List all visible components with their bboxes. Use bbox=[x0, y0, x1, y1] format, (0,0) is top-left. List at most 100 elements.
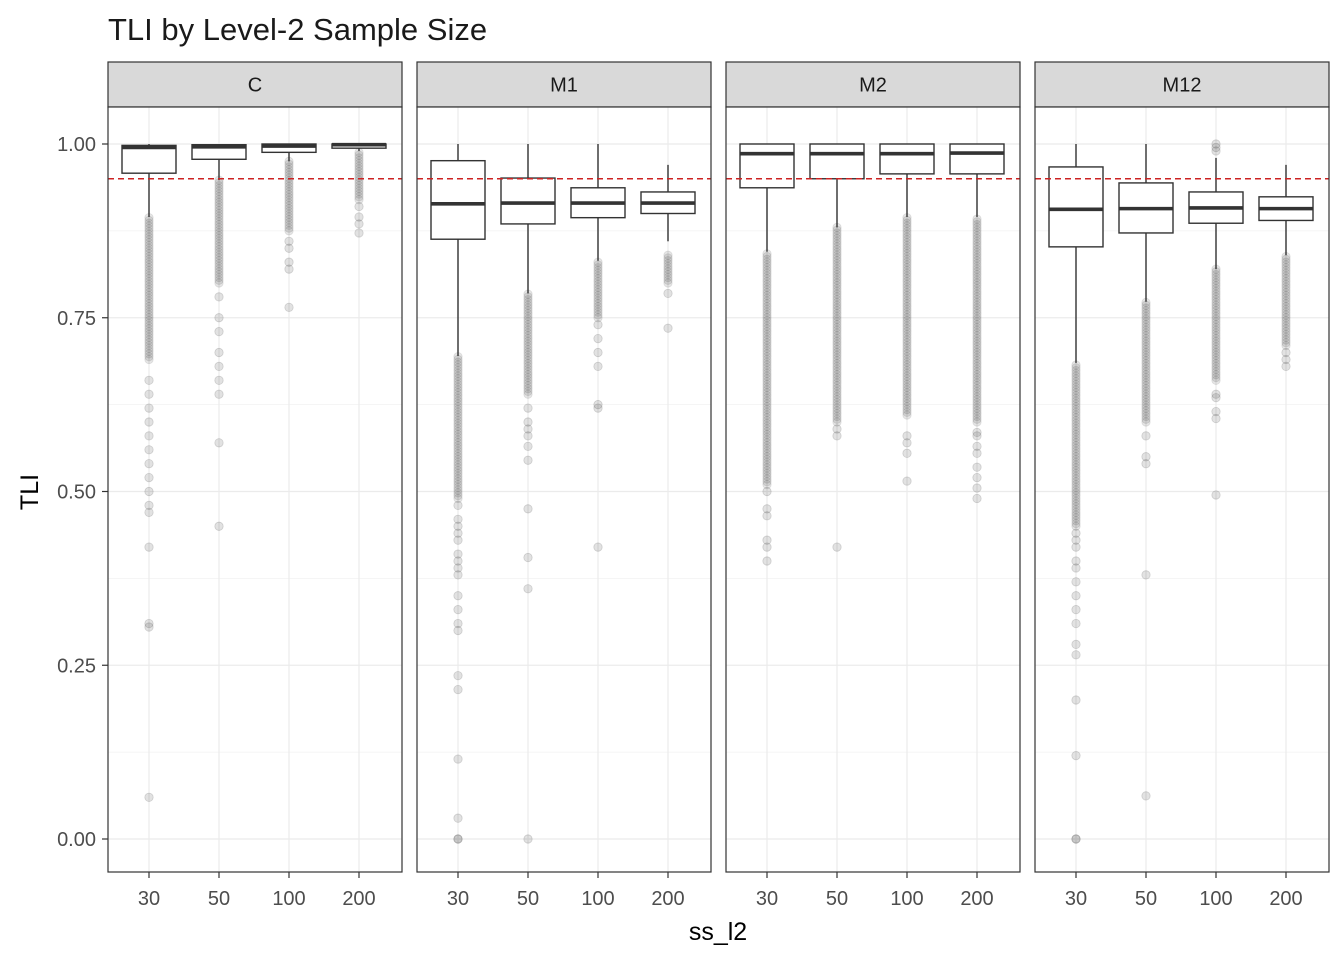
outlier-point bbox=[832, 424, 842, 434]
outlier-point bbox=[453, 407, 463, 417]
outlier-point bbox=[144, 268, 154, 278]
outlier-point bbox=[453, 813, 463, 823]
outlier-point bbox=[972, 228, 982, 238]
outlier-point bbox=[902, 371, 912, 381]
outlier-point bbox=[832, 286, 842, 296]
outlier-point bbox=[593, 260, 603, 270]
outlier-point bbox=[832, 400, 842, 410]
outlier-point bbox=[214, 267, 224, 277]
x-tick-label: 30 bbox=[447, 888, 469, 910]
x-tick-label: 30 bbox=[756, 888, 778, 910]
outlier-point bbox=[972, 359, 982, 369]
box-50 bbox=[809, 143, 865, 552]
outlier-point bbox=[144, 221, 154, 231]
outlier-point bbox=[284, 243, 294, 253]
outlier-point bbox=[144, 500, 154, 510]
outlier-point bbox=[593, 542, 603, 552]
outlier-point bbox=[354, 167, 364, 177]
outlier-point bbox=[902, 313, 912, 323]
outlier-point bbox=[663, 250, 673, 260]
outlier-point bbox=[453, 514, 463, 524]
outlier-point bbox=[1141, 345, 1151, 355]
outlier-point bbox=[1281, 285, 1291, 295]
outlier-point bbox=[762, 449, 772, 459]
outlier-point bbox=[832, 242, 842, 252]
outlier-point bbox=[972, 427, 982, 438]
outlier-point bbox=[523, 584, 533, 594]
outlier-point bbox=[214, 292, 224, 302]
outlier-point bbox=[972, 264, 982, 274]
outlier-point bbox=[144, 431, 154, 441]
outlier-point bbox=[1281, 296, 1291, 306]
outlier-point bbox=[832, 264, 842, 274]
outlier-point bbox=[453, 454, 463, 465]
outlier-point bbox=[144, 445, 154, 455]
outlier-point bbox=[762, 249, 772, 259]
outlier-point bbox=[902, 263, 912, 273]
outlier-point bbox=[453, 618, 463, 629]
outlier-point bbox=[523, 424, 533, 434]
outlier-point bbox=[354, 153, 364, 163]
outlier-point bbox=[453, 363, 463, 373]
outlier-point bbox=[762, 371, 772, 381]
box-30 bbox=[121, 144, 177, 802]
outlier-point bbox=[453, 446, 463, 456]
outlier-point bbox=[972, 325, 982, 335]
outlier-point bbox=[1141, 356, 1151, 366]
outlier-point bbox=[762, 468, 772, 479]
outlier-point bbox=[902, 431, 912, 441]
outlier-point bbox=[144, 507, 154, 517]
outlier-point bbox=[144, 257, 154, 267]
outlier-point bbox=[1211, 320, 1221, 330]
outlier-point bbox=[832, 306, 842, 316]
outlier-point bbox=[902, 346, 912, 356]
outlier-point bbox=[762, 435, 772, 445]
box-100 bbox=[1188, 139, 1244, 500]
outlier-point bbox=[144, 622, 154, 632]
outlier-point bbox=[663, 253, 673, 263]
outlier-point bbox=[144, 293, 154, 303]
outlier-point bbox=[144, 315, 154, 326]
outlier-point bbox=[1211, 490, 1221, 500]
outlier-point bbox=[453, 488, 463, 498]
outlier-point bbox=[523, 336, 533, 346]
outlier-point bbox=[284, 201, 294, 211]
outlier-point bbox=[354, 161, 364, 171]
outlier-point bbox=[972, 272, 982, 283]
outlier-point bbox=[1281, 307, 1291, 317]
outlier-point bbox=[523, 331, 533, 341]
outlier-point bbox=[523, 370, 533, 380]
outlier-point bbox=[832, 375, 842, 385]
facet-strip-label: M2 bbox=[859, 75, 887, 97]
outlier-point bbox=[284, 236, 294, 246]
outlier-point bbox=[144, 277, 154, 287]
outlier-point bbox=[832, 353, 842, 363]
facet-panel-c: C 30 50 100 200 bbox=[107, 61, 403, 910]
outlier-point bbox=[1211, 370, 1221, 380]
x-tick-label: 50 bbox=[208, 888, 230, 910]
outlier-point bbox=[1211, 406, 1221, 417]
outlier-point bbox=[144, 618, 154, 629]
outlier-point bbox=[144, 329, 154, 340]
outlier-point bbox=[663, 275, 673, 285]
outlier-point bbox=[832, 542, 842, 552]
outlier-point bbox=[1071, 577, 1081, 587]
outlier-point bbox=[1071, 502, 1081, 512]
outlier-point bbox=[762, 382, 772, 392]
outlier-point bbox=[144, 343, 154, 353]
outlier-point bbox=[214, 231, 224, 241]
outlier-point bbox=[593, 293, 603, 303]
outlier-point bbox=[972, 431, 982, 441]
outlier-point bbox=[762, 324, 772, 334]
outlier-point bbox=[902, 448, 912, 458]
outlier-point bbox=[972, 417, 982, 427]
outlier-point bbox=[1071, 516, 1081, 526]
outlier-point bbox=[354, 195, 364, 205]
outlier-point bbox=[972, 462, 982, 472]
outlier-point bbox=[762, 290, 772, 301]
outlier-point bbox=[972, 395, 982, 405]
box-iqr bbox=[1048, 166, 1104, 248]
outlier-point bbox=[453, 493, 463, 504]
outlier-point bbox=[284, 226, 294, 236]
outlier-point bbox=[762, 393, 772, 403]
